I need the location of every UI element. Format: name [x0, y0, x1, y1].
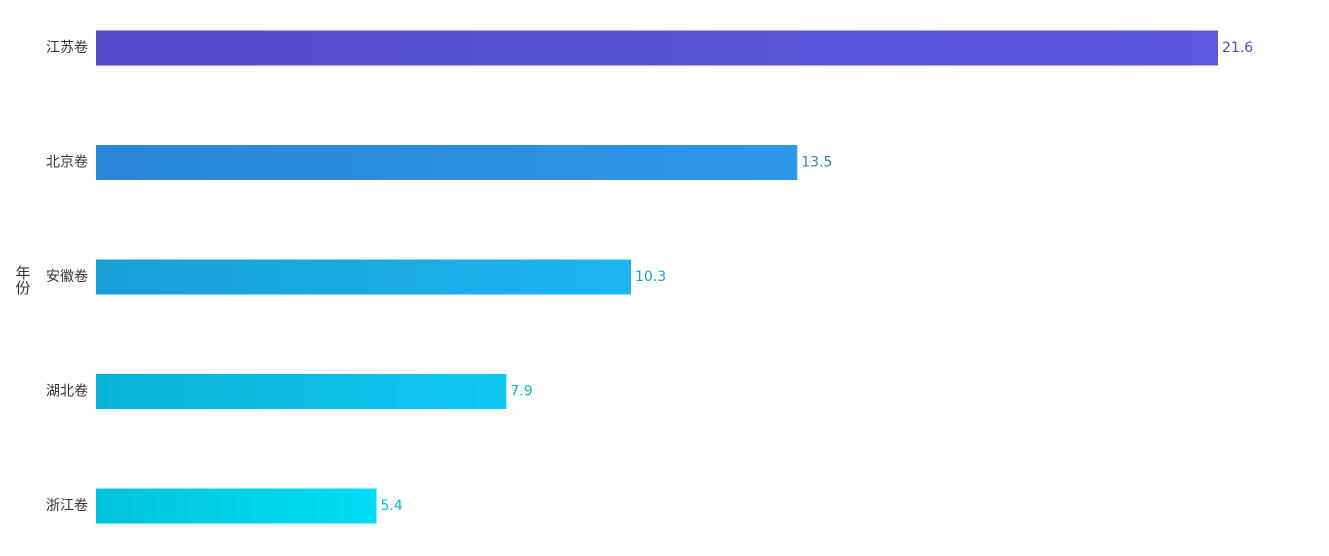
bar [96, 30, 1218, 66]
y-tick-label: 江苏卷 [46, 40, 88, 56]
y-axis-title: 年份 [14, 265, 32, 296]
bar [96, 488, 377, 524]
bar [96, 259, 632, 295]
value-label: 21.6 [1222, 40, 1253, 56]
y-tick-label: 浙江卷 [46, 498, 88, 514]
value-label: 10.3 [635, 269, 666, 285]
value-label: 7.9 [510, 384, 532, 400]
value-label: 13.5 [801, 155, 832, 171]
bar [96, 145, 798, 180]
value-label: 5.4 [381, 498, 403, 514]
bar [96, 374, 507, 409]
y-tick-label: 湖北卷 [46, 384, 88, 400]
y-tick-label: 安徽卷 [46, 269, 88, 285]
y-tick-label: 北京卷 [46, 155, 88, 171]
